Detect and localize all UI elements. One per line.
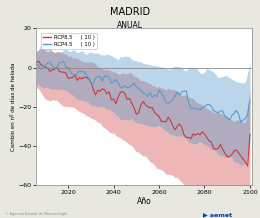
Y-axis label: Cambio en nº de días de helada: Cambio en nº de días de helada [11,63,16,151]
Text: © Agencia Estatal de Meteorología: © Agencia Estatal de Meteorología [5,212,67,216]
Text: ANUAL: ANUAL [117,21,143,30]
X-axis label: Año: Año [137,197,152,206]
Text: ▶ aemet: ▶ aemet [203,212,232,217]
Legend: RCP8.5     ( 10 ), RCP4.5     ( 10 ): RCP8.5 ( 10 ), RCP4.5 ( 10 ) [41,32,97,49]
Text: MADRID: MADRID [110,7,150,17]
